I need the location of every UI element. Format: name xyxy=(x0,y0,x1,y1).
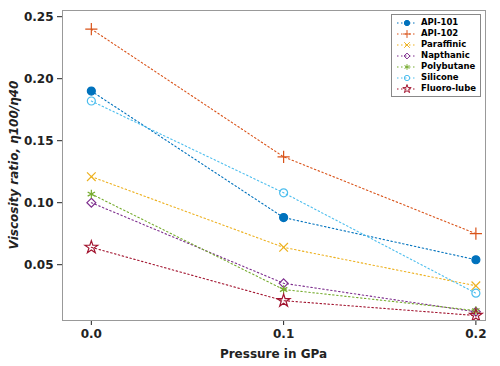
html-text:Fluoro-lube: Fluoro-lube xyxy=(421,83,476,93)
svg-text:Viscosity ratio, η100/η40: Viscosity ratio, η100/η40 xyxy=(7,81,21,250)
svg-text:0.25: 0.25 xyxy=(24,10,54,24)
html-text:API-101: API-101 xyxy=(421,17,459,27)
html-text:Polybutane: Polybutane xyxy=(421,61,476,71)
html-text:Napthanic: Napthanic xyxy=(421,50,470,60)
svg-text:0.15: 0.15 xyxy=(24,134,54,148)
svg-text:Pressure in GPa: Pressure in GPa xyxy=(220,347,327,361)
html-text:Silicone: Silicone xyxy=(421,72,459,82)
svg-text:0.10: 0.10 xyxy=(24,196,54,210)
html-text:API-102: API-102 xyxy=(421,28,459,38)
svg-text:0.20: 0.20 xyxy=(24,72,54,86)
svg-text:0.2: 0.2 xyxy=(465,327,486,341)
svg-text:0.05: 0.05 xyxy=(24,258,54,272)
html-text:Paraffinic: Paraffinic xyxy=(421,39,467,49)
svg-text:0.1: 0.1 xyxy=(273,327,294,341)
svg-text:0.0: 0.0 xyxy=(81,327,102,341)
